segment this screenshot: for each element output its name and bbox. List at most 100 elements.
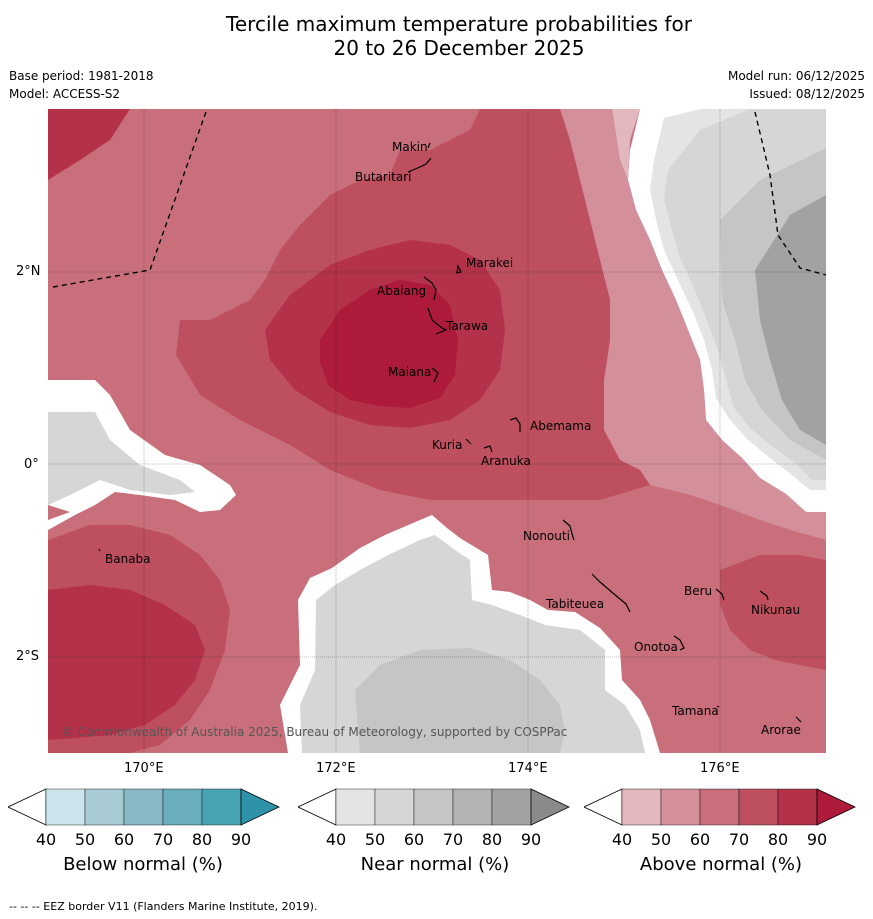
map-region-above-60-70-sw [48,505,70,520]
island-abemama [509,417,521,432]
island-arorae [795,716,802,723]
title-line-1: Tercile maximum temperature probabilitie… [226,12,692,36]
island-marakei [456,264,462,274]
place-tarawa: Tarawa [445,319,488,333]
meta-right: Model run: 06/12/2025 Issued: 08/12/2025 [728,69,865,105]
colorbar-1-bin-4 [491,788,532,826]
colorbar-1-high-extend [530,788,570,826]
colorbar-1-bin-2 [413,788,454,826]
lat-label-2s: 2°S [16,649,40,664]
colorbar-near-title: Near normal (%) [360,854,510,875]
colorbar-1-tick-1: 50 [365,830,385,849]
lon-label-176e: 176°E [700,761,740,776]
colorbar-2-tick-4: 80 [768,830,788,849]
chart-title: Tercile maximum temperature probabilitie… [0,12,873,60]
colorbar-1-bin-0 [335,788,376,826]
issued-date: Issued: 08/12/2025 [749,87,865,101]
colorbar-2-tick-3: 70 [729,830,749,849]
place-labels: Makin Butaritari Marakei Abaiang Tarawa … [105,140,801,737]
colorbar-0-tick-5: 90 [231,830,251,849]
base-period: Base period: 1981-2018 [9,69,154,83]
island-nikunau [759,590,769,601]
eez-footer-note: -- -- -- EEZ border V11 (Flanders Marine… [9,900,318,913]
colorbar-2-bin-0 [621,788,662,826]
place-butaritari: Butaritari [355,170,412,184]
island-maiana [431,367,439,383]
colorbar-below-title: Below normal (%) [63,854,223,875]
lon-label-172e: 172°E [316,761,356,776]
island-makin [427,142,431,149]
colorbar-above: 40 50 60 70 80 90 [584,788,856,849]
map-region-above-50-ne [612,109,640,180]
colorbar-2-low-extend [584,788,623,826]
place-tabiteuea: Tabiteuea [545,597,604,611]
place-onotoa: Onotoa [634,640,678,654]
colorbar-below: 40 50 60 70 80 90 [8,788,280,849]
colorbar-2-high-extend [816,788,856,826]
colorbar-2-bin-4 [777,788,818,826]
place-aranuka: Aranuka [481,454,531,468]
meta-left: Base period: 1981-2018 Model: ACCESS-S2 [9,69,154,105]
colorbar-0-tick-0: 40 [36,830,56,849]
place-nikunau: Nikunau [751,603,800,617]
place-makin: Makin [392,140,428,154]
map-region-above-60-70-se-edge [800,540,826,560]
colorbar-0-bin-3 [162,788,203,826]
colorbar-2-bin-2 [699,788,740,826]
colorbar-0-bin-2 [123,788,164,826]
place-nonouti: Nonouti [523,529,570,543]
place-arorae: Arorae [761,723,801,737]
place-tamana: Tamana [671,704,719,718]
colorbar-1-tick-5: 90 [521,830,541,849]
island-abaiang [423,276,437,301]
island-aranuka [483,445,493,453]
place-banaba: Banaba [105,552,151,566]
colorbar-1-bin-3 [452,788,493,826]
map-region-above-70-80-se [720,555,826,670]
map-region-above-90-core [320,280,458,408]
colorbar-2-tick-5: 90 [807,830,827,849]
place-marakei: Marakei [466,256,513,270]
map-region-above-80-90-nw [48,109,130,180]
place-abaiang: Abaiang [377,284,426,298]
colorbar-0-low-extend [8,788,47,826]
map-region-above-80-90-sw [48,585,205,740]
island-tamana [716,705,720,708]
island-tarawa [427,307,448,335]
colorbar-0-bin-1 [84,788,125,826]
place-maiana: Maiana [388,365,431,379]
island-nonouti [562,519,575,541]
probability-map: Makin Butaritari Marakei Abaiang Tarawa … [48,109,826,753]
islands [98,142,802,723]
colorbar-near: 40 50 60 70 80 90 [298,788,570,849]
colorbar-0-bin-4 [201,788,242,826]
model-run: Model run: 06/12/2025 [727,69,865,83]
colorbar-0-bin-0 [45,788,86,826]
colorbar-1-tick-3: 70 [443,830,463,849]
place-kuria: Kuria [432,438,463,452]
colorbar-0-tick-1: 50 [75,830,95,849]
colorbar-0-tick-4: 80 [192,830,212,849]
colorbar-1-tick-0: 40 [326,830,346,849]
island-butaritari [407,157,432,173]
colorbar-2-tick-0: 40 [612,830,632,849]
map-region-near-70-80-ne [755,195,826,445]
island-onotoa [673,635,685,651]
colorbar-1-low-extend [298,788,337,826]
lat-label-equator: 0° [24,457,39,472]
colorbar-2-bin-1 [660,788,701,826]
map-region-above-60-70-north [48,109,826,753]
island-kuria [465,438,472,445]
lat-label-2n: 2°N [16,264,41,279]
copyright-note: © Commonwealth of Australia 2025, Bureau… [62,725,567,739]
colorbar-2-tick-1: 50 [651,830,671,849]
map-region-near-60-70-south [355,648,565,753]
island-banaba [98,548,101,552]
eez-border-east [754,111,826,276]
title-line-2: 20 to 26 December 2025 [333,36,585,60]
lon-label-174e: 174°E [508,761,548,776]
colorbar-0-tick-3: 70 [153,830,173,849]
colorbar-1-bin-1 [374,788,415,826]
colorbar-0-high-extend [240,788,280,826]
map-region-near-40-50-west [48,412,195,505]
